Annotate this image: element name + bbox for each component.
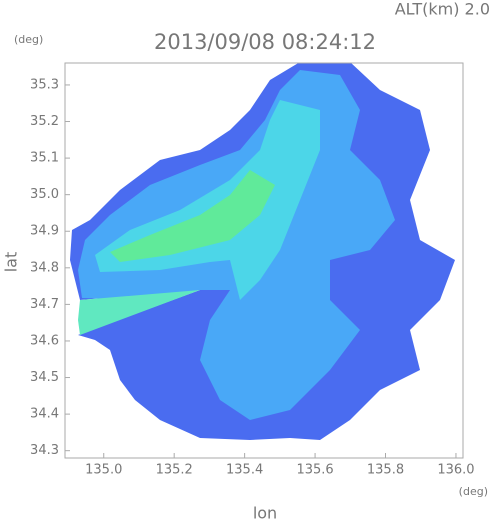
y-tick-label: 34.8 [30, 260, 59, 275]
y-tick-label: 35.1 [30, 151, 59, 166]
y-tick-label: 34.7 [30, 297, 59, 312]
x-unit: (deg) [459, 485, 488, 498]
chart-title: 2013/09/08 08:24:12 [154, 30, 376, 54]
y-tick-label: 35.3 [30, 77, 59, 92]
radar-echo [70, 63, 455, 440]
plot-frame [64, 62, 464, 459]
y-tick-label: 34.3 [30, 443, 59, 458]
y-axis-label: lat [2, 252, 21, 273]
x-tick-label: 135.0 [85, 463, 122, 478]
y-tick-label: 34.5 [30, 370, 59, 385]
y-tick-label: 34.9 [30, 224, 59, 239]
x-tick-label: 135.4 [226, 463, 263, 478]
x-tick-label: 135.2 [156, 463, 193, 478]
y-tick-label: 35.2 [30, 114, 59, 129]
x-tick-label: 135.8 [367, 463, 404, 478]
x-axis-label: lon [253, 504, 277, 521]
x-tick-label: 135.6 [296, 463, 333, 478]
x-tick-label: 136.0 [437, 463, 474, 478]
y-unit: (deg) [14, 33, 43, 46]
y-tick-label: 34.6 [30, 333, 59, 348]
y-tick-label: 35.0 [30, 187, 59, 202]
y-tick-label: 34.4 [30, 407, 59, 422]
annotation: ALT(km) 2.0 [395, 0, 490, 19]
